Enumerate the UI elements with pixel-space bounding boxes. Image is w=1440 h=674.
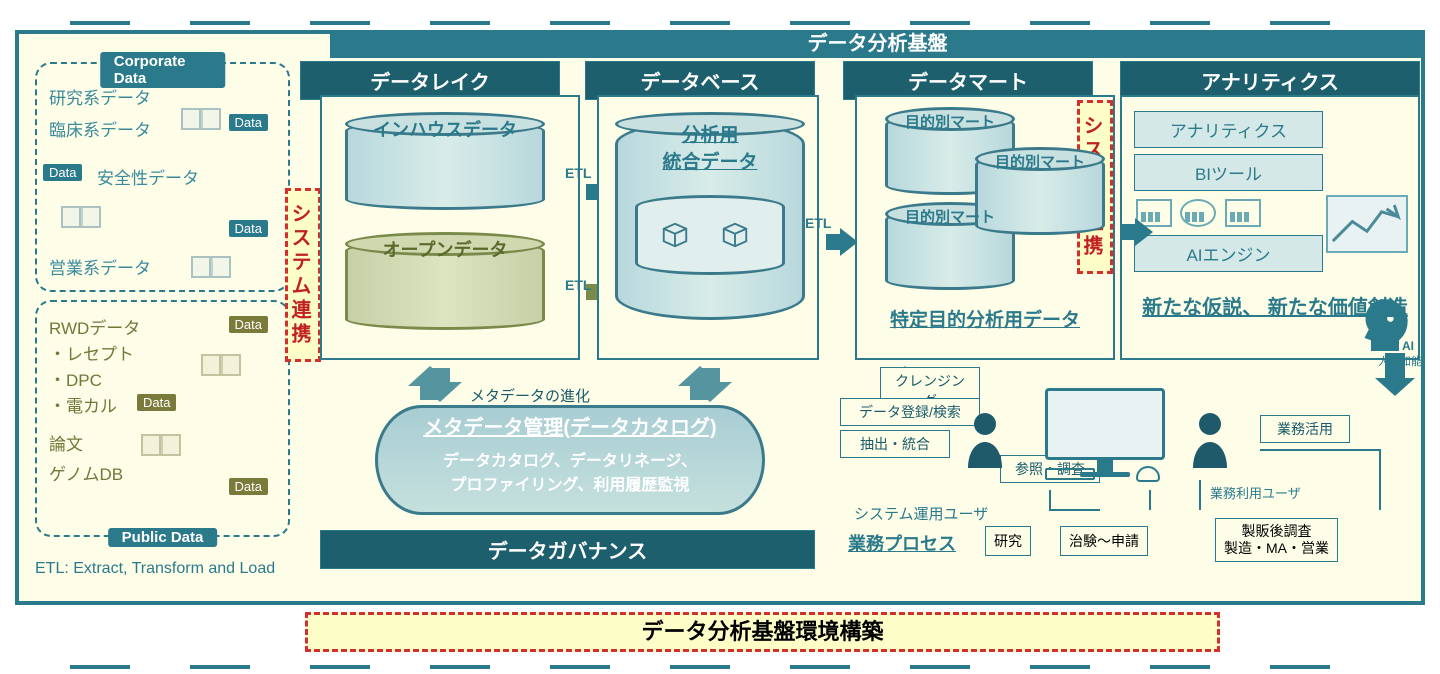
corporate-label: Corporate Data — [100, 52, 226, 88]
etl-label-2: ETL — [565, 277, 591, 293]
data-chip-3: Data — [229, 220, 268, 237]
public-label: Public Data — [108, 528, 218, 547]
mart-caption: 特定目的分析用データ — [860, 305, 1110, 332]
mart-label-2: 目的別マート — [975, 151, 1105, 172]
etl-label-1: ETL — [565, 165, 591, 181]
footer-banner: データ分析基盤環境構築 — [305, 612, 1220, 652]
public-data-box: Public Data RWDデータ ・レセプト ・DPC ・電カル 論文 ゲノ… — [35, 300, 290, 537]
top-ticks — [40, 12, 1360, 22]
pub-item-1: ・DPC — [49, 368, 102, 394]
cube-icon — [177, 96, 227, 146]
etl-footnote: ETL: Extract, Transform and Load — [35, 560, 275, 578]
pub-item-2: ・電カル — [49, 394, 117, 420]
process-box-1: 治験～申請 — [1060, 526, 1148, 556]
pie-icon — [1180, 199, 1216, 227]
inhouse-cylinder: インハウスデータ — [345, 120, 545, 210]
biz-process-label: 業務プロセス — [848, 530, 956, 556]
sys-user-label: システム運用ユーザ — [854, 503, 988, 524]
open-label: オープンデータ — [345, 236, 545, 262]
arrow-down-analytics — [1370, 348, 1420, 398]
meta-desc: データカタログ、データリネージ、 プロファイリング、利用履歴監視 — [375, 447, 765, 495]
corp-item-1: 臨床系データ — [49, 116, 151, 141]
pub-item-4: ゲノムDB — [49, 462, 123, 488]
process-box-2: 製販後調査 製造・MA・営業 — [1215, 518, 1338, 562]
extract-box: 抽出・統合 — [840, 430, 950, 458]
chart-icon — [1225, 199, 1261, 227]
open-cylinder: オープンデータ — [345, 240, 545, 330]
analytics-item-1: BIツール — [1134, 154, 1323, 191]
arrow-bi-2 — [670, 360, 740, 408]
data-chip-o1: Data — [229, 316, 268, 333]
person-icon-left — [960, 410, 1010, 470]
pub-item-3: 論文 — [49, 432, 83, 458]
analytics-item-2: AIエンジン — [1134, 235, 1323, 272]
register-box: データ登録/検索 — [840, 398, 980, 426]
governance-header: データガバナンス — [320, 530, 815, 569]
cube-icon — [197, 342, 247, 392]
monitor-icon — [1035, 388, 1175, 488]
pub-item-0: ・レセプト — [49, 342, 134, 368]
cube-icon — [137, 422, 187, 472]
system-link-left: システム連携 — [285, 188, 321, 362]
meta-title: メタデータ管理(データカタログ) — [375, 411, 765, 440]
data-chip-2: Data — [43, 164, 82, 181]
meta-evolve: メタデータの進化 — [470, 385, 590, 406]
process-box-0: 研究 — [985, 526, 1031, 556]
etl-label-3: ETL — [805, 215, 831, 231]
hypothesis-text: 新たな仮説、 新たな価値創造 — [1125, 295, 1425, 321]
biz-use-box: 業務活用 — [1260, 415, 1350, 443]
corp-item-2: 安全性データ — [97, 164, 199, 189]
pub-header: RWDデータ — [49, 316, 140, 342]
biz-user-label: 業務利用ユーザ — [1210, 483, 1301, 502]
db-cylinder: 分析用 統合データ — [615, 120, 805, 320]
cube-icon — [187, 244, 237, 294]
inhouse-label: インハウスデータ — [345, 116, 545, 142]
bottom-ticks — [40, 656, 1360, 666]
analytics-trend-icon — [1326, 195, 1408, 253]
mart-label-1: 目的別マート — [885, 111, 1015, 132]
data-chip-o3: Data — [229, 478, 268, 495]
corp-item-0: 研究系データ — [49, 84, 151, 109]
arrow-to-analytics — [1135, 218, 1153, 246]
metadata-cylinder: メタデータ管理(データカタログ) データカタログ、データリネージ、 プロファイリ… — [375, 405, 765, 515]
data-chip-1: Data — [229, 114, 268, 131]
corp-item-3: 営業系データ — [49, 254, 151, 279]
db-title1: 分析用 — [615, 120, 805, 147]
db-title2: 統合データ — [615, 147, 805, 174]
corporate-data-box: Corporate Data 研究系データ 臨床系データ 安全性データ 営業系デ… — [35, 62, 290, 292]
cube-icon — [57, 194, 107, 244]
analytics-item-0: アナリティクス — [1134, 111, 1323, 148]
data-chip-o2: Data — [137, 394, 176, 411]
main-title: データ分析基盤 — [330, 30, 1425, 58]
person-icon-right — [1185, 410, 1235, 470]
arrow-bi-1 — [400, 360, 470, 408]
mart-label-3: 目的別マート — [885, 206, 1015, 227]
mart-cyl-3: 目的別マート — [885, 210, 1015, 290]
